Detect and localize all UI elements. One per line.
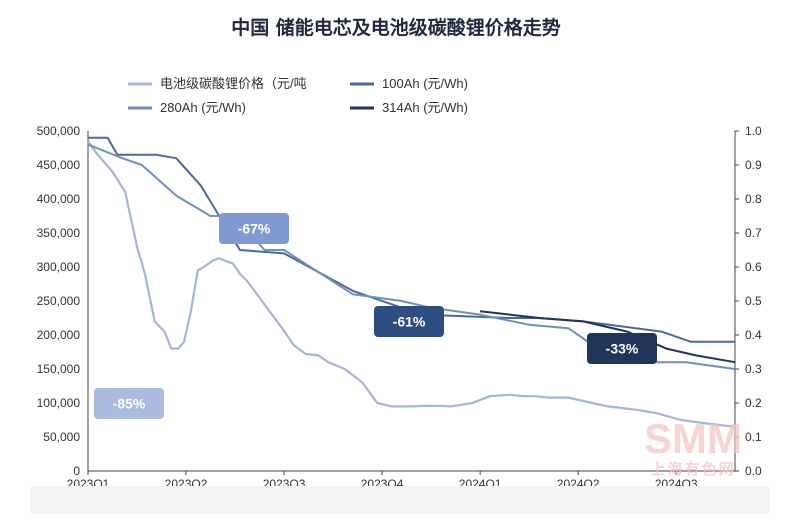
y-right-tick-label: 0.7	[745, 226, 762, 240]
y-left-tick-label: 200,000	[37, 328, 81, 342]
chart-title: 中国 储能电芯及电池级碳酸锂价格走势	[231, 16, 561, 39]
watermark-brand: SMM	[644, 415, 742, 462]
y-left-tick-label: 250,000	[37, 294, 81, 308]
annotation-badge	[374, 306, 444, 337]
y-right-tick-label: 1.0	[745, 124, 762, 138]
y-axis-left: 500,000 450,000 400,000 350,000 300,000 250,0…	[37, 124, 81, 478]
bottom-panel	[30, 486, 770, 514]
y-right-tick-label: 0.3	[745, 362, 762, 376]
watermark: SMM 上海有色网	[644, 415, 742, 478]
y-left-tick-label: 300,000	[37, 260, 81, 274]
legend: 电池级碳酸锂价格（元/吨 100Ah (元/Wh) 280Ah (元/Wh) 314A…	[128, 76, 468, 115]
y-left-tick-label: 50,000	[43, 430, 80, 444]
y-right-tick-label: 0.6	[745, 260, 762, 274]
legend-label: 电池级碳酸锂价格（元/吨	[160, 76, 307, 91]
y-left-tick-label: 150,000	[37, 362, 81, 376]
annotation-label: -85%	[113, 396, 146, 412]
annotations: -85% -67% -61% -33%	[94, 213, 657, 419]
annotation-label: -61%	[393, 314, 426, 330]
y-right-tick-label: 0.9	[745, 158, 762, 172]
y-left-tick-label: 0	[73, 464, 80, 478]
y-right-tick-label: 0.1	[745, 430, 762, 444]
y-left-tick-label: 350,000	[37, 226, 81, 240]
y-right-tick-label: 0.0	[745, 464, 762, 478]
series-group	[87, 136, 736, 428]
series-line-0	[87, 140, 736, 428]
legend-label: 280Ah (元/Wh)	[160, 100, 246, 115]
annotation-badge	[94, 388, 164, 419]
annotation-label: -67%	[238, 221, 271, 237]
y-left-tick-label: 100,000	[37, 396, 81, 410]
watermark-sub: 上海有色网	[650, 460, 735, 478]
series-line-3	[479, 310, 736, 364]
annotation-badge	[219, 213, 289, 244]
y-left-tick-label: 450,000	[37, 158, 81, 172]
legend-label: 100Ah (元/Wh)	[382, 76, 468, 91]
legend-label: 314Ah (元/Wh)	[382, 100, 468, 115]
y-left-tick-label: 400,000	[37, 192, 81, 206]
annotation-label: -33%	[606, 341, 639, 357]
y-right-tick-label: 0.8	[745, 192, 762, 206]
y-right-tick-label: 0.4	[745, 328, 762, 342]
y-axis-right: 1.0 0.9 0.8 0.7 0.6 0.5 0.4 0.3 0.2 0.1 0.0	[735, 124, 762, 478]
y-right-tick-label: 0.5	[745, 294, 762, 308]
annotation-badge	[587, 333, 657, 364]
y-left-tick-label: 500,000	[37, 124, 81, 138]
y-right-tick-label: 0.2	[745, 396, 762, 410]
